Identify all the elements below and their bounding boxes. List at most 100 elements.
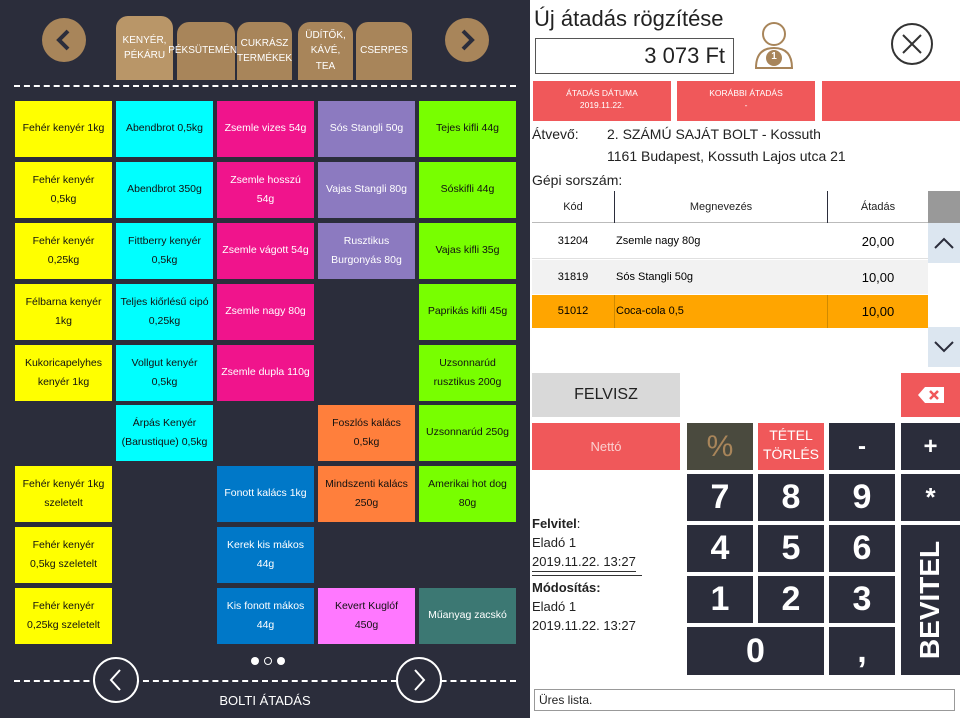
product-tile[interactable]: Fehér kenyér 0,25kg	[15, 223, 112, 279]
empty-action-button[interactable]	[822, 81, 960, 121]
product-tile[interactable]: Sóskifli 44g	[419, 162, 516, 218]
table-row[interactable]: 31819 Sós Stangli 50g 10,00	[532, 260, 928, 294]
date-button[interactable]: ÁTADÁS DÁTUMA 2019.11.22.	[533, 81, 671, 121]
previous-transfer-button[interactable]: KORÁBBI ÁTADÁS -	[677, 81, 815, 121]
product-tile[interactable]: Mindszenti kalács 250g	[318, 466, 415, 522]
product-tile[interactable]: Zsemle vizes 54g	[217, 101, 314, 157]
scrollbar-thumb[interactable]	[928, 191, 960, 223]
product-tile[interactable]: Vajas kifli 35g	[419, 223, 516, 279]
delete-item-button[interactable]: TÉTEL TÖRLÉS	[758, 423, 824, 470]
plus-key[interactable]: +	[901, 423, 960, 470]
header-code: Kód	[563, 201, 583, 213]
tab-uditok[interactable]: ÜDÍTŐK, KÁVÉ, TEA	[298, 22, 353, 80]
product-tile[interactable]: Zsemle dupla 110g	[217, 345, 314, 401]
key-8[interactable]: 8	[758, 474, 824, 521]
row-code: 51012	[557, 305, 589, 317]
product-tile[interactable]: Fittberry kenyér 0,5kg	[116, 223, 213, 279]
product-tile[interactable]: Kerek kis mákos 44g	[217, 527, 314, 583]
product-tile[interactable]: Sós Stangli 50g	[318, 101, 415, 157]
product-tile[interactable]: Árpás Kenyér (Barustique) 0,5kg	[116, 405, 213, 461]
table-scrollbar[interactable]	[928, 191, 960, 367]
backspace-icon	[917, 387, 944, 403]
chevron-left-icon	[56, 29, 70, 51]
product-tile[interactable]: Zsemle nagy 80g	[217, 284, 314, 340]
tab-cserpes[interactable]: CSERPES	[356, 22, 412, 80]
key-5[interactable]: 5	[758, 525, 824, 572]
modositas-user: Eladó 1	[532, 599, 577, 614]
row-qty: 10,00	[861, 270, 895, 285]
percent-button[interactable]: %	[687, 423, 753, 470]
product-tile[interactable]: Foszlós kalács 0,5kg	[318, 405, 415, 461]
table-row-selected[interactable]: 51012 Coca-cola 0,5 10,00	[532, 295, 928, 328]
page-dot[interactable]	[277, 657, 285, 665]
product-tile[interactable]: Teljes kiőrlésű cipó 0,25kg	[116, 284, 213, 340]
prev-category-button[interactable]	[42, 18, 86, 62]
product-tile[interactable]: Kis fonott mákos 44g	[217, 588, 314, 644]
user-icon	[754, 22, 794, 69]
page-dot[interactable]	[264, 657, 272, 665]
table-row[interactable]: 31204 Zsemle nagy 80g 20,00	[532, 224, 928, 259]
product-tile[interactable]: Félbarna kenyér 1kg	[15, 284, 112, 340]
product-tile[interactable]: Kevert Kuglóf 450g	[318, 588, 415, 644]
felvitel-label: Felvitel	[532, 516, 577, 531]
product-tile[interactable]: Fonott kalács 1kg	[217, 466, 314, 522]
product-tile[interactable]: Uzsonnarúd 250g	[419, 405, 516, 461]
scroll-up-button[interactable]	[928, 223, 960, 263]
netto-button[interactable]: Nettó	[532, 423, 680, 470]
product-tile[interactable]: Vajas Stangli 80g	[318, 162, 415, 218]
chevron-right-icon	[414, 669, 426, 691]
close-button[interactable]	[890, 22, 934, 66]
key-6[interactable]: 6	[829, 525, 895, 572]
next-category-button[interactable]	[445, 18, 489, 62]
key-1[interactable]: 1	[687, 576, 753, 623]
product-tile[interactable]: Zsemle vágott 54g	[217, 223, 314, 279]
previous-transfer-label: KORÁBBI ÁTADÁS	[709, 88, 783, 98]
delete-item-label-1: TÉTEL	[769, 427, 813, 443]
product-tile[interactable]: Fehér kenyér 1kg	[15, 101, 112, 157]
product-tile[interactable]: Fehér kenyér 1kg szeletelt	[15, 466, 112, 522]
key-9[interactable]: 9	[829, 474, 895, 521]
felvisz-button[interactable]: FELVISZ	[532, 373, 680, 417]
row-code: 31819	[557, 271, 589, 283]
row-name: Coca-cola 0,5	[616, 305, 684, 317]
tab-kenyer-pekaru[interactable]: KENYÉR, PÉKÁRU	[116, 16, 173, 80]
product-tile[interactable]: Vollgut kenyér 0,5kg	[116, 345, 213, 401]
key-4[interactable]: 4	[687, 525, 753, 572]
user-badge[interactable]: 1	[752, 18, 796, 70]
comma-key[interactable]: ,	[829, 627, 895, 675]
status-bar: Üres lista.	[534, 689, 955, 711]
header-name: Megnevezés	[689, 201, 753, 213]
product-tile[interactable]: Amerikai hot dog 80g	[419, 466, 516, 522]
page-dot[interactable]	[251, 657, 259, 665]
key-7[interactable]: 7	[687, 474, 753, 521]
product-tile[interactable]: Rusztikus Burgonyás 80g	[318, 223, 415, 279]
product-tile[interactable]: Tejes kifli 44g	[419, 101, 516, 157]
multiply-key[interactable]: *	[901, 474, 960, 521]
backspace-button[interactable]	[901, 373, 960, 417]
next-page-button[interactable]	[396, 657, 442, 703]
row-code: 31204	[557, 235, 589, 247]
recipient-address: 1161 Budapest, Kossuth Lajos utca 21	[607, 148, 846, 164]
tab-peksutemeny[interactable]: PÉKSÜTEMÉNY	[168, 22, 244, 80]
product-tile[interactable]: Fehér kenyér 0,5kg szeletelt	[15, 527, 112, 583]
product-tile[interactable]: Abendbrot 0,5kg	[116, 101, 213, 157]
product-tile[interactable]: Fehér kenyér 0,5kg	[15, 162, 112, 218]
key-0[interactable]: 0	[687, 627, 824, 675]
product-tile[interactable]: Uzsonnarúd rusztikus 200g	[419, 345, 516, 401]
date-button-label: ÁTADÁS DÁTUMA	[566, 88, 638, 98]
table-header: Kód Megnevezés Átadás	[532, 191, 928, 223]
tab-divider	[14, 85, 516, 87]
key-2[interactable]: 2	[758, 576, 824, 623]
minus-key[interactable]: -	[829, 423, 895, 470]
product-tile[interactable]: Paprikás kifli 45g	[419, 284, 516, 340]
tab-cukrasz-termekek[interactable]: CUKRÁSZ TERMÉKEK	[237, 22, 292, 80]
product-tile[interactable]: Kukoricapelyhes kenyér 1kg	[15, 345, 112, 401]
product-tile[interactable]: Zsemle hosszú 54g	[217, 162, 314, 218]
prev-page-button[interactable]	[93, 657, 139, 703]
key-3[interactable]: 3	[829, 576, 895, 623]
bevitel-button[interactable]: BEVITEL	[901, 525, 960, 675]
product-tile[interactable]: Műanyag zacskó	[419, 588, 516, 644]
scroll-down-button[interactable]	[928, 327, 960, 367]
product-tile[interactable]: Abendbrot 350g	[116, 162, 213, 218]
product-tile[interactable]: Fehér kenyér 0,25kg szeletelt	[15, 588, 112, 644]
